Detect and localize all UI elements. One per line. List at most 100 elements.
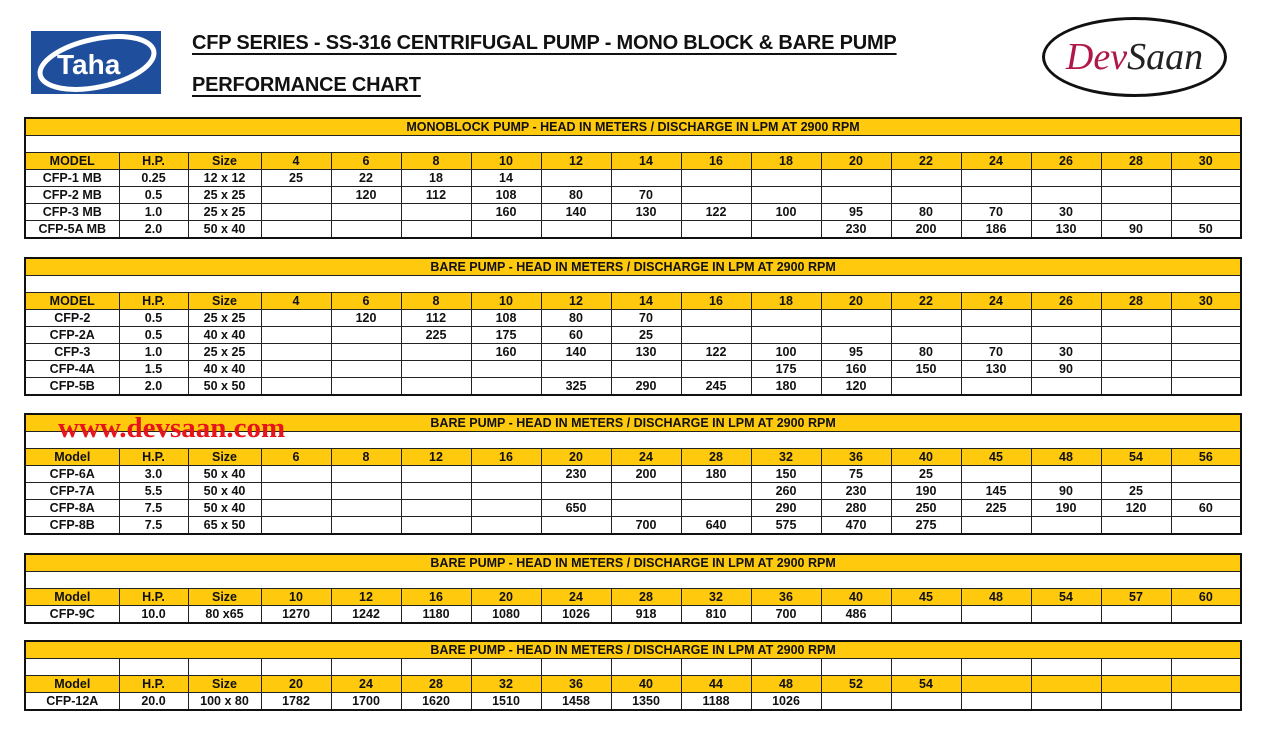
column-header: 28 [400, 675, 472, 693]
page-title: CFP SERIES - SS-316 CENTRIFUGAL PUMP - M… [192, 32, 897, 54]
value-cell [890, 169, 962, 187]
value-cell: 1620 [400, 692, 472, 711]
value-cell: 3.0 [118, 465, 189, 483]
value-cell [1100, 692, 1172, 711]
value-cell [470, 377, 542, 396]
value-cell [400, 360, 472, 378]
column-header: 10 [470, 152, 542, 170]
value-cell: 25 [890, 465, 962, 483]
value-cell [960, 516, 1032, 535]
column-header: Size [187, 448, 262, 466]
value-cell: 108 [470, 186, 542, 204]
value-cell: 25 [260, 169, 332, 187]
value-cell: 90 [1030, 360, 1102, 378]
value-cell: 50 x 40 [187, 499, 262, 517]
column-header: 24 [330, 675, 402, 693]
value-cell [750, 309, 822, 327]
value-cell [260, 326, 332, 344]
value-cell: 290 [610, 377, 682, 396]
value-cell: 0.5 [118, 309, 189, 327]
value-cell: 250 [890, 499, 962, 517]
value-cell: 145 [960, 482, 1032, 500]
column-header: 45 [890, 588, 962, 606]
value-cell: 30 [1030, 343, 1102, 361]
header-row: MODEL H.P. Size 4 6 8 10 12 14 16 18 20 22 24 26 28 30 [24, 292, 1242, 310]
value-cell [960, 326, 1032, 344]
value-cell [820, 169, 892, 187]
value-cell [1030, 692, 1102, 711]
table-row: CFP-3 1.0 25 x 25 160 140 130 122 100 95 80 70 30 [24, 343, 1242, 361]
header-row: Model H.P. Size 20 24 28 32 36 40 44 48 52 54 [24, 675, 1242, 693]
blank-cell [960, 658, 1032, 676]
value-cell: 122 [680, 343, 752, 361]
value-cell [1170, 343, 1242, 361]
header-row: Model H.P. Size 10 12 16 20 24 28 32 36 40 45 48 54 57 6… [24, 588, 1242, 606]
value-cell [260, 360, 332, 378]
column-header: 14 [610, 292, 682, 310]
value-cell: 120 [820, 377, 892, 396]
value-cell: 95 [820, 203, 892, 221]
value-cell: 1.0 [118, 343, 189, 361]
value-cell [260, 309, 332, 327]
column-header: 28 [610, 588, 682, 606]
value-cell: 230 [540, 465, 612, 483]
value-cell: 80 [890, 203, 962, 221]
value-cell: 5.5 [118, 482, 189, 500]
value-cell: 290 [750, 499, 822, 517]
value-cell [1170, 309, 1242, 327]
column-header: 14 [610, 152, 682, 170]
value-cell [1170, 203, 1242, 221]
model-cell: CFP-6A [24, 465, 120, 483]
value-cell: 0.5 [118, 186, 189, 204]
value-cell [960, 377, 1032, 396]
value-cell: 2.0 [118, 220, 189, 239]
value-cell [890, 692, 962, 711]
performance-table: MONOBLOCK PUMP - HEAD IN METERS / DISCHA… [24, 117, 1242, 239]
column-header: 36 [750, 588, 822, 606]
value-cell [750, 169, 822, 187]
value-cell: 95 [820, 343, 892, 361]
column-header: 20 [260, 675, 332, 693]
value-cell: 700 [610, 516, 682, 535]
value-cell: 70 [960, 203, 1032, 221]
value-cell: 1458 [540, 692, 612, 711]
value-cell: 1080 [470, 605, 542, 624]
column-header: 8 [400, 292, 472, 310]
value-cell: 230 [820, 220, 892, 239]
value-cell: 160 [470, 203, 542, 221]
table-title: BARE PUMP - HEAD IN METERS / DISCHARGE I… [25, 413, 1242, 432]
value-cell: 1026 [750, 692, 822, 711]
value-cell: 25 [1100, 482, 1172, 500]
value-cell [610, 220, 682, 239]
value-cell: 122 [680, 203, 752, 221]
value-cell [960, 309, 1032, 327]
model-cell: CFP-2 MB [24, 186, 120, 204]
value-cell: 1700 [330, 692, 402, 711]
value-cell [680, 309, 752, 327]
column-header: 12 [400, 448, 472, 466]
table-row: CFP-2 MB 0.5 25 x 25 120 112 108 80 70 [24, 186, 1242, 204]
value-cell: 575 [750, 516, 822, 535]
value-cell [330, 203, 402, 221]
model-cell: CFP-8A [24, 499, 120, 517]
model-cell: CFP-12A [24, 692, 120, 711]
column-header: 36 [820, 448, 892, 466]
value-cell: 200 [890, 220, 962, 239]
value-cell: 486 [820, 605, 892, 624]
value-cell [820, 186, 892, 204]
column-header: 32 [470, 675, 542, 693]
value-cell: 810 [680, 605, 752, 624]
column-header: 54 [890, 675, 962, 693]
value-cell [1100, 516, 1172, 535]
blank-cell [470, 658, 542, 676]
value-cell [260, 465, 332, 483]
blank-cell [680, 658, 752, 676]
column-header: 28 [1100, 292, 1172, 310]
value-cell [400, 220, 472, 239]
value-cell [470, 220, 542, 239]
value-cell [400, 499, 472, 517]
value-cell [960, 465, 1032, 483]
blank-cell [118, 658, 189, 676]
column-header: MODEL [24, 292, 120, 310]
value-cell [330, 499, 402, 517]
